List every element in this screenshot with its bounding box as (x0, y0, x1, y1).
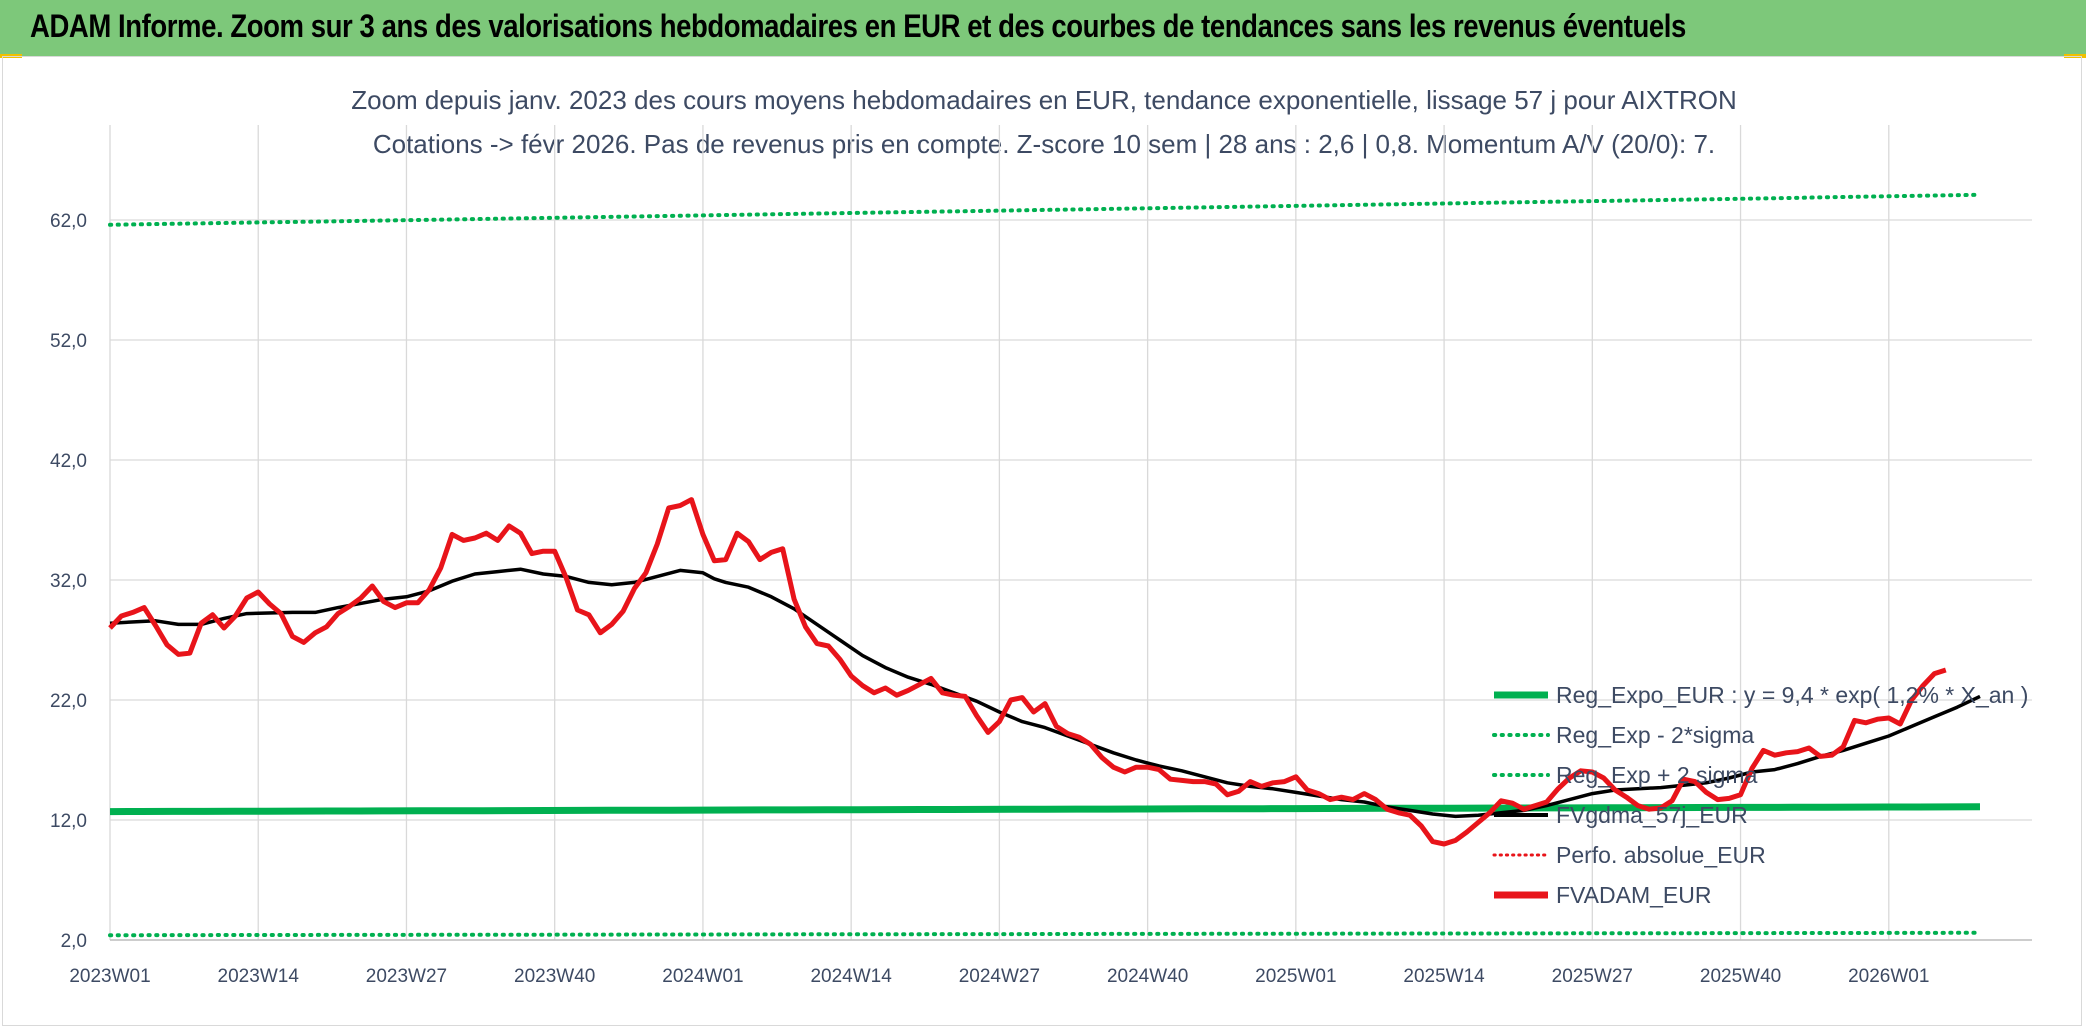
chart-frame (2, 56, 2082, 1026)
x-tick-label: 2023W40 (514, 966, 595, 987)
report-title: ADAM Informe. Zoom sur 3 ans des valoris… (30, 8, 1686, 44)
x-tick-label: 2026W01 (1848, 966, 1929, 987)
fvadam-line (108, 497, 1947, 847)
y-tick-label: 62,0 (50, 211, 87, 232)
x-tick-label: 2024W01 (662, 966, 743, 987)
x-tick-label: 2025W40 (1700, 966, 1781, 987)
y-tick-label: 52,0 (50, 331, 87, 352)
report-header-bar: ADAM Informe. Zoom sur 3 ans des valoris… (0, 0, 2086, 57)
x-tick-label: 2024W40 (1107, 966, 1188, 987)
legend-label: Perfo. absolue_EUR (1556, 842, 1766, 868)
chart-title-line2: Cotations -> févr 2026. Pas de revenus p… (373, 129, 1715, 159)
lower-band-line (108, 930, 1982, 938)
x-tick-label: 2024W27 (959, 966, 1040, 987)
y-tick-label: 22,0 (50, 691, 87, 712)
y-tick-label: 12,0 (50, 811, 87, 832)
x-tick-label: 2025W14 (1403, 966, 1485, 987)
x-tick-label: 2023W01 (69, 966, 150, 987)
y-tick-label: 2,0 (61, 931, 87, 952)
x-tick-label: 2023W27 (366, 966, 447, 987)
x-tick-label: 2024W14 (810, 966, 892, 987)
grid-layer (109, 125, 2032, 941)
x-tick-label: 2025W01 (1255, 966, 1336, 987)
upper-band-line (108, 192, 1982, 227)
x-tick-label: 2025W27 (1552, 966, 1633, 987)
x-axis-labels: 2023W01 2023W14 2023W27 2023W40 2024W01 2024W… (69, 966, 1929, 987)
y-axis-labels: 62,0 52,0 42,0 32,0 22,0 12,0 2,0 (50, 211, 87, 952)
legend-label: FVgdma_57j_EUR (1556, 802, 1748, 828)
x-tick-label: 2023W14 (218, 966, 300, 987)
legend-label: Reg_Exp - 2*sigma (1556, 722, 1754, 748)
legend: Reg_Expo_EUR : y = 9,4 * exp( 1,2% * X_a… (1492, 682, 2028, 908)
y-tick-label: 42,0 (50, 451, 87, 472)
y-tick-label: 32,0 (50, 571, 87, 592)
chart-title-line1: Zoom depuis janv. 2023 des cours moyens … (351, 85, 1737, 115)
legend-label: FVADAM_EUR (1556, 882, 1712, 908)
regression-line (109, 803, 1981, 816)
series-layer (108, 192, 1982, 938)
legend-label: Reg_Exp + 2 sigma (1556, 762, 1758, 788)
legend-label: Reg_Expo_EUR : y = 9,4 * exp( 1,2% * X_a… (1556, 682, 2028, 708)
